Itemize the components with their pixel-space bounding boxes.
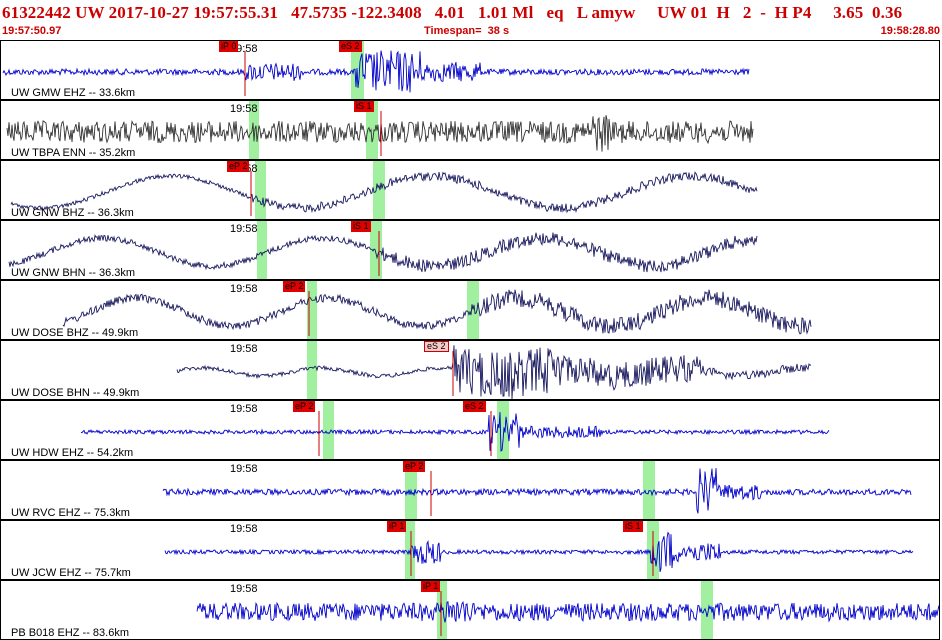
- station-label: UW RVC EHZ -- 75.3km: [11, 507, 130, 519]
- waveform: [10, 161, 758, 219]
- header: 61322442 UW 2017-10-27 19:57:55.31 47.57…: [0, 0, 942, 40]
- start-time: 19:57:50.97: [2, 25, 62, 37]
- waveform-trace: [6, 115, 754, 152]
- pick-window: [255, 161, 266, 219]
- pick-window: [366, 101, 378, 159]
- pick-window: [497, 401, 509, 459]
- waveform-trace: [164, 531, 914, 573]
- station-label: UW DOSE BHZ -- 49.9km: [11, 327, 139, 339]
- pick-window: [405, 521, 415, 579]
- end-time: 19:58:28.80: [880, 25, 940, 37]
- pick-s-label[interactable]: eS 2: [424, 341, 449, 352]
- seismogram-panel-stack: 19:58 UW GMW EHZ -- 33.6km iP 0 eS 2 19:…: [0, 40, 942, 640]
- station-label: UW GNW BHZ -- 36.3km: [11, 207, 134, 219]
- pick-p-label[interactable]: eP 2: [293, 401, 316, 412]
- trace-panel-b018-ehz[interactable]: 19:58 PB B018 EHZ -- 83.6km iP 1: [0, 580, 940, 640]
- pick-window: [307, 281, 317, 339]
- waveform: [6, 101, 754, 159]
- pick-window: [701, 581, 713, 639]
- time-tick-label: 19:58: [230, 523, 258, 535]
- trace-panel-gnw-bhz[interactable]: 19:58 UW GNW BHZ -- 36.3km eP 2: [0, 160, 940, 220]
- pick-s-label[interactable]: eS 2: [339, 41, 362, 52]
- pick-window: [373, 161, 385, 219]
- waveform: [196, 581, 939, 639]
- pick-p-label[interactable]: iP 1: [387, 521, 407, 532]
- waveform: [164, 521, 914, 579]
- station-label: UW GNW BHN -- 36.3km: [11, 267, 136, 279]
- time-tick-label: 19:58: [230, 403, 258, 415]
- waveform-trace: [62, 289, 812, 335]
- trace-panel-rvc-ehz[interactable]: 19:58 UW RVC EHZ -- 75.3km eP 2: [0, 460, 940, 520]
- time-tick-label: 19:58: [230, 103, 258, 115]
- pick-p-label[interactable]: eP 2: [283, 281, 306, 292]
- pick-window: [643, 461, 655, 519]
- trace-panel-dose-bhz[interactable]: 19:58 UW DOSE BHZ -- 49.9km eP 2: [0, 280, 940, 340]
- time-tick-label: 19:58: [230, 283, 258, 295]
- timespan: Timespan= 38 s: [424, 25, 510, 37]
- trace-panel-hdw-ehz[interactable]: 19:58 UW HDW EHZ -- 54.2km eP 2 eS 2: [0, 400, 940, 460]
- station-label: UW DOSE BHN -- 49.9km: [11, 387, 140, 399]
- time-tick-label: 19:58: [230, 223, 258, 235]
- waveform: [176, 341, 812, 399]
- trace-panel-gnw-bhn[interactable]: 19:58 UW GNW BHN -- 36.3km iS 1: [0, 220, 940, 280]
- trace-panel-dose-bhn[interactable]: 19:58 UW DOSE BHN -- 49.9km eS 2: [0, 340, 940, 400]
- pick-s-label[interactable]: eS 2: [463, 401, 486, 412]
- time-tick-label: 19:58: [230, 583, 258, 595]
- waveform: [2, 41, 750, 99]
- pick-s-label[interactable]: iS 1: [623, 521, 643, 532]
- waveform-trace: [176, 345, 812, 399]
- station-label: UW JCW EHZ -- 75.7km: [11, 567, 131, 579]
- event-summary-title: 61322442 UW 2017-10-27 19:57:55.31 47.57…: [2, 3, 903, 22]
- time-tick-label: 19:58: [230, 463, 258, 475]
- pick-window: [249, 101, 259, 159]
- waveform-trace: [8, 232, 758, 273]
- trace-panel-gmw-ehz[interactable]: 19:58 UW GMW EHZ -- 33.6km iP 0 eS 2: [0, 40, 940, 100]
- pick-p-label[interactable]: eP 2: [403, 461, 426, 472]
- pick-window: [370, 221, 382, 279]
- waveform: [80, 401, 830, 459]
- station-label: UW HDW EHZ -- 54.2km: [11, 447, 134, 459]
- waveform: [62, 281, 812, 339]
- pick-s-label[interactable]: iS 1: [351, 221, 371, 232]
- waveform-trace: [10, 171, 758, 214]
- trace-panel-jcw-ehz[interactable]: 19:58 UW JCW EHZ -- 75.7km iP 1 iS 1: [0, 520, 940, 580]
- station-label: UW GMW EHZ -- 33.6km: [11, 87, 136, 99]
- waveform-trace: [2, 50, 750, 93]
- waveform-trace: [162, 468, 912, 514]
- waveform-trace: [80, 412, 830, 452]
- waveform-trace: [196, 600, 939, 623]
- pick-s-label[interactable]: iS 1: [354, 101, 374, 112]
- time-tick-label: 19:58: [230, 343, 258, 355]
- pick-window: [467, 281, 479, 339]
- pick-p-label[interactable]: iP 0: [219, 41, 239, 52]
- station-label: PB B018 EHZ -- 83.6km: [11, 627, 129, 639]
- pick-p-label[interactable]: iP 1: [421, 581, 441, 592]
- waveform: [162, 461, 912, 519]
- trace-panel-tbpa-enn[interactable]: 19:58 UW TBPA ENN -- 35.2km iS 1: [0, 100, 940, 160]
- pick-p-label[interactable]: eP 2: [227, 161, 250, 172]
- pick-window: [257, 221, 267, 279]
- pick-window: [307, 341, 317, 399]
- pick-window: [323, 401, 334, 459]
- station-label: UW TBPA ENN -- 35.2km: [11, 147, 136, 159]
- waveform: [8, 221, 758, 279]
